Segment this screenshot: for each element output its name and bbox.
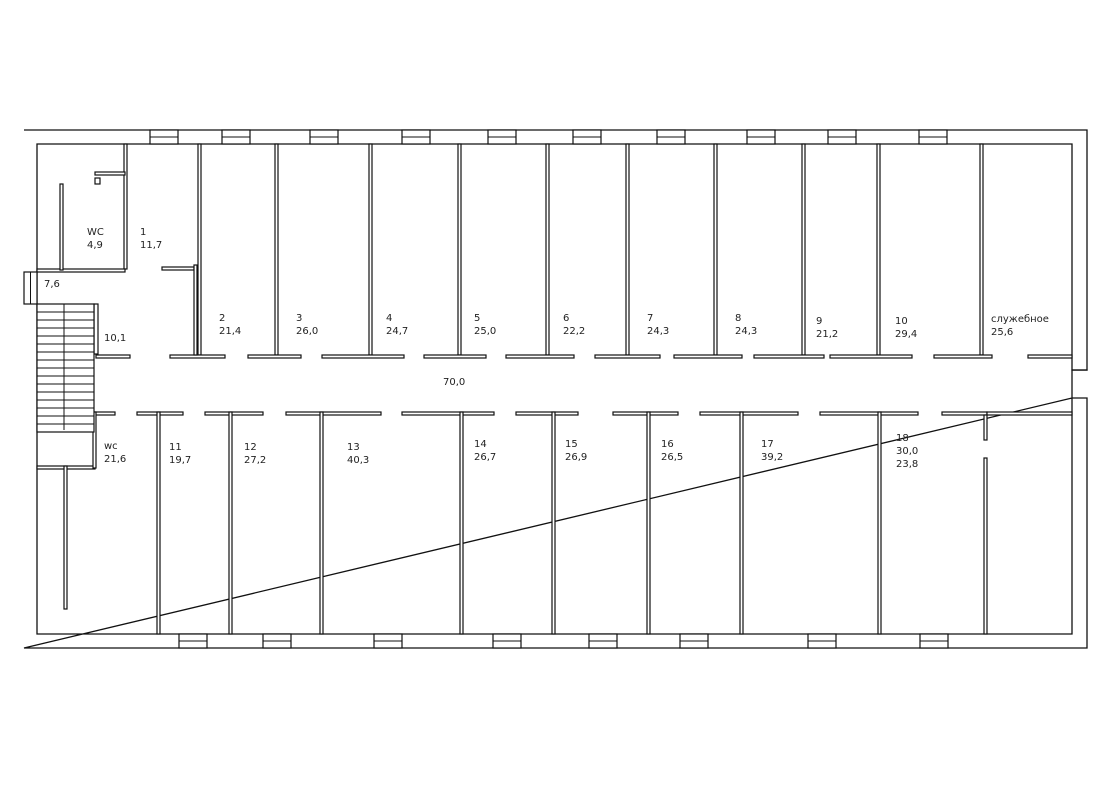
corridor-wall bbox=[933, 354, 993, 359]
partition-wall bbox=[983, 457, 988, 635]
partition-wall bbox=[625, 143, 630, 356]
corridor-wall bbox=[505, 354, 575, 359]
corridor-wall bbox=[612, 411, 679, 416]
partition-wall bbox=[274, 143, 279, 356]
corridor-wall bbox=[594, 354, 661, 359]
room-label-corridor: 70,0 bbox=[443, 377, 466, 388]
room-label-4: 4 24,7 bbox=[386, 313, 409, 337]
partition-wall bbox=[59, 183, 64, 271]
corridor-wall bbox=[986, 411, 1073, 416]
room-label-wc-bottom: wc 21,6 bbox=[104, 441, 127, 465]
partition-wall bbox=[646, 411, 651, 635]
partition-wall bbox=[94, 177, 101, 185]
partition-wall bbox=[36, 268, 126, 273]
room-label-6: 6 22,2 bbox=[563, 313, 586, 337]
partition-wall bbox=[739, 411, 744, 635]
corridor-wall bbox=[204, 411, 264, 416]
room-label-11: 11 19,7 bbox=[169, 442, 192, 466]
partition-wall bbox=[713, 143, 718, 356]
partition-wall bbox=[197, 143, 202, 356]
partition-wall bbox=[459, 411, 464, 635]
corridor-wall bbox=[401, 411, 495, 416]
partition-wall bbox=[95, 354, 131, 359]
partition-wall bbox=[551, 411, 556, 635]
room-label-15: 15 26,9 bbox=[565, 439, 588, 463]
room-label-7: 7 24,3 bbox=[647, 313, 670, 337]
room-label-9: 9 21,2 bbox=[816, 316, 839, 340]
room-label-17: 17 39,2 bbox=[761, 439, 784, 463]
room-label-10: 10 29,4 bbox=[895, 316, 918, 340]
corridor-wall bbox=[829, 354, 913, 359]
partition-wall bbox=[94, 171, 126, 176]
corridor-wall bbox=[321, 354, 405, 359]
partition-wall bbox=[161, 266, 195, 271]
corridor-wall bbox=[753, 354, 825, 359]
room-label-3: 3 26,0 bbox=[296, 313, 319, 337]
room-label-12: 12 27,2 bbox=[244, 442, 267, 466]
room-label-service: служебное 25,6 bbox=[991, 314, 1049, 338]
room-label-2: 2 21,4 bbox=[219, 313, 242, 337]
partition-wall bbox=[63, 465, 68, 610]
room-label-stair-hall: 10,1 bbox=[104, 333, 127, 344]
partition-wall bbox=[156, 411, 161, 635]
corridor-wall bbox=[699, 411, 799, 416]
corridor-wall bbox=[94, 411, 116, 416]
partition-wall bbox=[877, 411, 882, 635]
corridor-wall bbox=[515, 411, 579, 416]
room-label-5: 5 25,0 bbox=[474, 313, 497, 337]
room-label-18: 18 30,0 23,8 bbox=[896, 433, 919, 470]
corridor-wall bbox=[941, 411, 988, 416]
partition-wall bbox=[979, 143, 984, 356]
partition-wall bbox=[193, 264, 198, 356]
corridor-wall bbox=[673, 354, 743, 359]
partition-wall bbox=[983, 414, 988, 441]
partition-wall bbox=[876, 143, 881, 356]
partition-wall bbox=[801, 143, 806, 356]
partition-wall bbox=[457, 143, 462, 356]
room-label-8: 8 24,3 bbox=[735, 313, 758, 337]
corridor-wall bbox=[285, 411, 382, 416]
room-label-1: 1 11,7 bbox=[140, 227, 163, 251]
partition-wall bbox=[123, 143, 128, 270]
room-label-16: 16 26,5 bbox=[661, 439, 684, 463]
corridor-wall bbox=[247, 354, 302, 359]
room-label-14: 14 26,7 bbox=[474, 439, 497, 463]
partition-wall bbox=[228, 411, 233, 635]
room-label-wc-top: WC 4,9 bbox=[87, 227, 104, 251]
room-label-vestibule: 7,6 bbox=[44, 279, 60, 290]
corridor-wall bbox=[819, 411, 919, 416]
corridor-wall bbox=[1027, 354, 1073, 359]
partition-wall bbox=[368, 143, 373, 356]
partition-wall bbox=[319, 411, 324, 635]
partition-wall bbox=[545, 143, 550, 356]
room-label-13: 13 40,3 bbox=[347, 442, 370, 466]
corridor-wall bbox=[423, 354, 487, 359]
